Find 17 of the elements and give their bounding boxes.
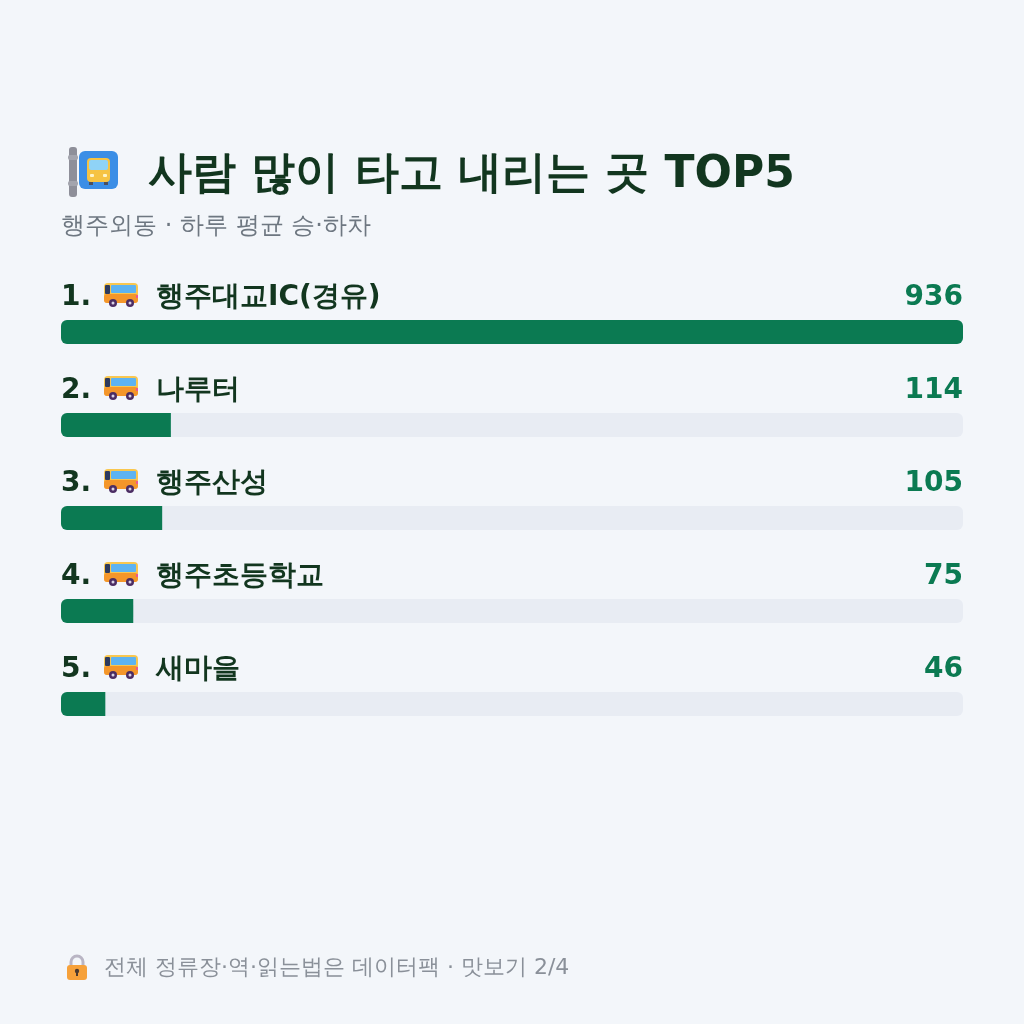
category-label: 4. 행주초등학교 [61,557,324,591]
bar [61,692,106,716]
data-label: 936 [904,278,963,312]
text: 전체 정류장·역·읽는법은 데이터팩 · 맛보기 2/4 [104,953,570,981]
category-label: 3. 행주산성 [61,464,268,498]
bar [61,506,163,530]
bar [61,413,171,437]
bar [61,599,134,623]
data-label: 46 [924,650,963,684]
chart-title: 사람 많이 타고 내리는 곳 TOP5 [148,146,795,197]
chart-subtitle: 행주외동 · 하루 평균 승·하차 [61,210,371,240]
category-label: 1. 행주대교IC(경유) [61,278,381,312]
data-label: 75 [924,557,963,591]
category-label: 5. 새마을 [61,650,240,684]
data-label: 114 [904,371,963,405]
data-label: 105 [904,464,963,498]
category-label: 2. 나루터 [61,371,240,405]
